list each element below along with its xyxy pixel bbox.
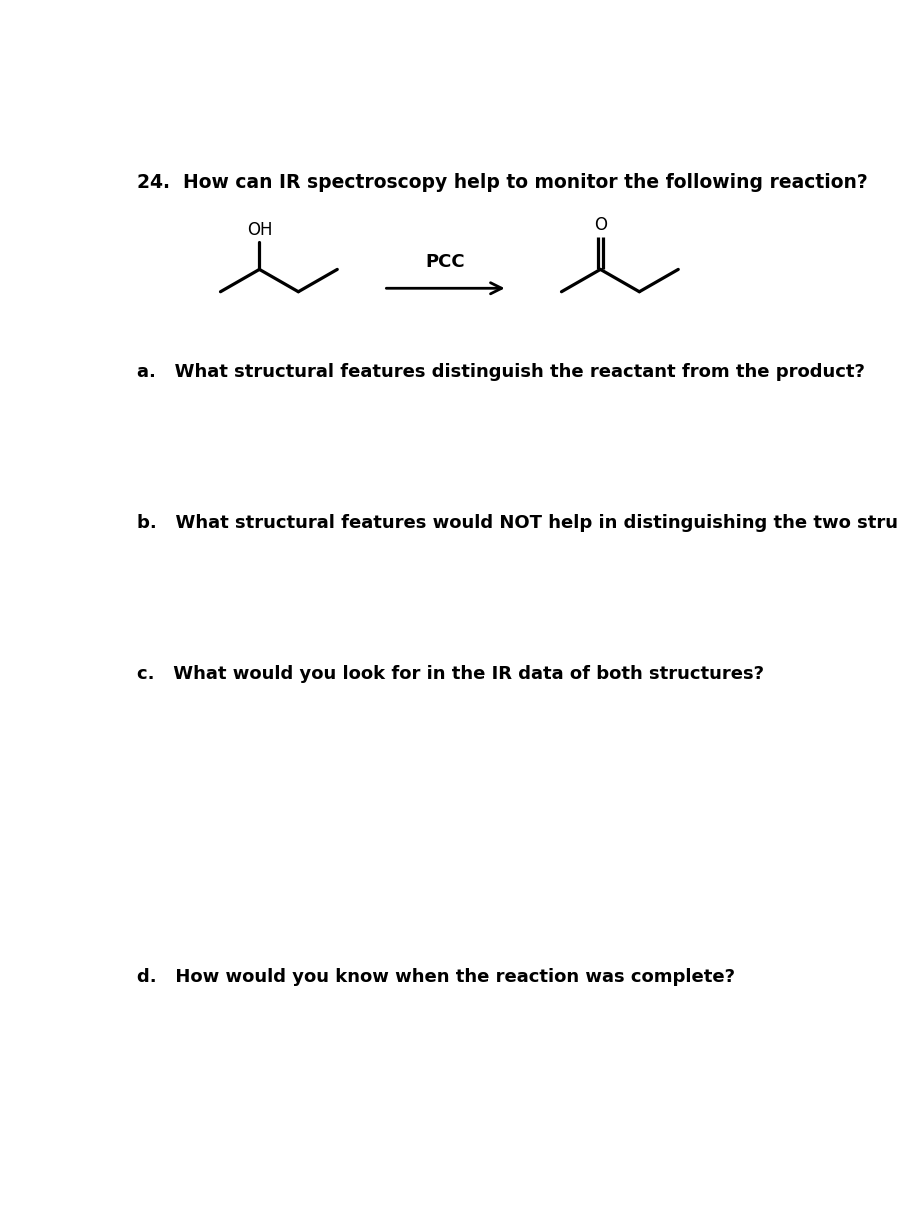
Text: PCC: PCC: [426, 253, 465, 271]
Text: 24.  How can IR spectroscopy help to monitor the following reaction?: 24. How can IR spectroscopy help to moni…: [137, 173, 867, 192]
Text: b.   What structural features would NOT help in distinguishing the two structure: b. What structural features would NOT he…: [137, 513, 898, 532]
Text: a.   What structural features distinguish the reactant from the product?: a. What structural features distinguish …: [137, 363, 865, 381]
Text: d.   How would you know when the reaction was complete?: d. How would you know when the reaction …: [137, 968, 735, 986]
Text: c.   What would you look for in the IR data of both structures?: c. What would you look for in the IR dat…: [137, 664, 764, 683]
Text: OH: OH: [247, 221, 272, 239]
Text: O: O: [594, 216, 607, 235]
